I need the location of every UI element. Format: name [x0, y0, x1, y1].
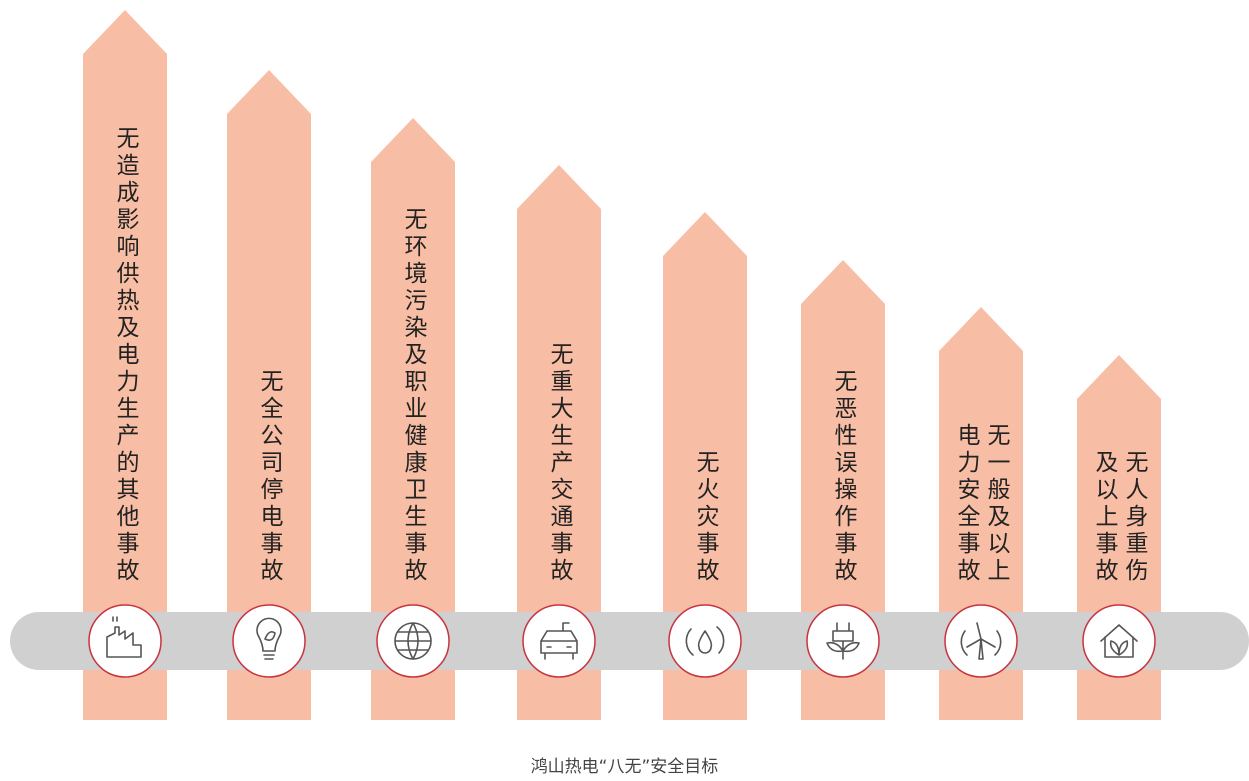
- label-line: 及以上事故: [1091, 450, 1117, 585]
- label-line: 无全公司停电事故: [256, 369, 282, 585]
- label-line: 无造成影响供热及电力生产的其他事故: [112, 126, 138, 585]
- label-line: 电力安全事故: [953, 423, 979, 585]
- icon: [1100, 624, 1138, 658]
- icon-badge: [232, 604, 306, 678]
- label-line: 无重大生产交通事故: [546, 342, 572, 585]
- label-line: 无环境污染及职业健康卫生事故: [400, 207, 426, 585]
- goal-item: [83, 10, 167, 720]
- icon: [394, 622, 432, 660]
- badge-circle: [88, 604, 162, 678]
- caption: 鸿山热电“八无”安全目标: [530, 757, 719, 777]
- arrow: [663, 212, 747, 720]
- goal-item: [227, 70, 311, 720]
- icon-badge: [1082, 604, 1156, 678]
- goal-item: [663, 212, 747, 720]
- icon: [106, 616, 142, 658]
- arrow: [227, 70, 311, 720]
- icon-badge: [668, 604, 742, 678]
- icon-badge: [376, 604, 450, 678]
- goal-label: 无环境污染及职业健康卫生事故: [398, 115, 428, 585]
- goal-label: 无恶性误操作事故: [828, 115, 858, 585]
- badge-circle: [1082, 604, 1156, 678]
- icon: [540, 622, 578, 660]
- goal-label: 无造成影响供热及电力生产的其他事故: [110, 115, 140, 585]
- label-line: 无恶性误操作事故: [830, 369, 856, 585]
- icon: [685, 626, 725, 656]
- arrow: [801, 260, 885, 720]
- icon-badge: [88, 604, 162, 678]
- label-line: 无人身重伤: [1121, 450, 1147, 585]
- goal-item: [517, 165, 601, 720]
- goal-label: 无火灾事故: [690, 115, 720, 585]
- goal-label: 无一般及以上 电力安全事故: [951, 115, 1011, 585]
- goal-label: 无重大生产交通事故: [544, 115, 574, 585]
- arrow: [371, 118, 455, 720]
- arrow: [517, 165, 601, 720]
- icon-badge: [944, 604, 1018, 678]
- arrow: [83, 10, 167, 720]
- icon: [960, 622, 1002, 660]
- goal-label: 无全公司停电事故: [254, 115, 284, 585]
- goal-item: [371, 118, 455, 720]
- icon: [256, 617, 282, 660]
- label-line: 无火灾事故: [692, 450, 718, 585]
- icon-badge: [522, 604, 596, 678]
- badge-circle: [668, 604, 742, 678]
- goal-label: 无人身重伤 及以上事故: [1089, 115, 1149, 585]
- icon: [826, 622, 860, 660]
- goal-item: [801, 260, 885, 720]
- timeline-bar: [10, 612, 1249, 670]
- badge-circle: [232, 604, 306, 678]
- icon-badge: [806, 604, 880, 678]
- label-line: 无一般及以上: [983, 423, 1009, 585]
